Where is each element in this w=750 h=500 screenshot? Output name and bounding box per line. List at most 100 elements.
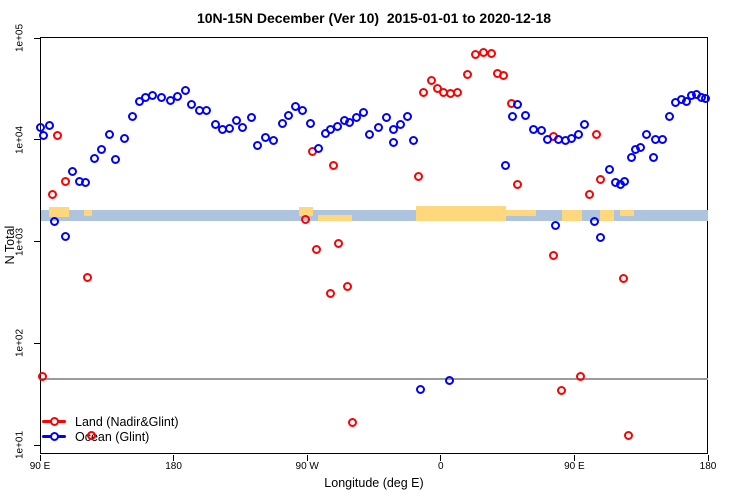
legend-circle-icon	[49, 417, 59, 426]
map-strip-land-segment	[599, 210, 614, 221]
data-point-land	[427, 75, 437, 85]
data-point-ocean	[202, 106, 212, 116]
x-tick-label: 90 E	[29, 461, 51, 472]
y-tick	[34, 241, 40, 243]
x-tick	[173, 455, 175, 461]
x-axis-title: Longitude (deg E)	[324, 476, 424, 490]
data-point-ocean	[277, 119, 287, 129]
data-point-land	[347, 418, 357, 428]
data-point-ocean	[148, 91, 158, 101]
map-strip-land-segment	[506, 210, 536, 216]
y-tick	[34, 139, 40, 141]
data-point-ocean	[238, 123, 248, 133]
map-strip-ocean	[41, 210, 708, 221]
chart-title: 10N-15N December (Ver 10) 2015-01-01 to …	[196, 10, 552, 26]
data-point-ocean	[389, 124, 399, 134]
data-point-ocean	[44, 120, 54, 130]
y-tick	[34, 37, 40, 39]
data-point-ocean	[50, 216, 60, 226]
y-tick	[34, 342, 40, 344]
data-point-ocean	[224, 123, 234, 133]
data-point-ocean	[402, 111, 412, 121]
data-point-land	[419, 87, 429, 97]
data-point-ocean	[579, 120, 589, 130]
data-point-ocean	[180, 86, 190, 96]
x-tick-label: 0	[438, 461, 444, 472]
data-point-ocean	[365, 130, 375, 140]
data-point-land	[47, 189, 57, 199]
data-point-ocean	[681, 97, 691, 107]
data-point-ocean	[444, 376, 454, 386]
x-tick	[39, 455, 41, 461]
data-point-ocean	[636, 142, 646, 152]
data-point-land	[499, 71, 509, 81]
y-tick-label: 1e+04	[14, 125, 26, 155]
reference-line	[41, 377, 708, 380]
data-point-land	[38, 371, 48, 381]
data-point-land	[596, 174, 606, 184]
data-point-ocean	[80, 178, 90, 188]
plot-area	[40, 37, 708, 454]
x-tick	[707, 455, 709, 461]
map-strip-land-segment	[48, 207, 69, 217]
data-point-ocean	[605, 165, 615, 175]
data-point-ocean	[134, 97, 144, 107]
map-strip-land-segment	[299, 207, 314, 216]
data-point-ocean	[247, 112, 257, 122]
data-point-ocean	[596, 232, 606, 242]
data-point-ocean	[396, 120, 406, 130]
data-point-land	[487, 49, 497, 59]
legend-label: Land (Nadir&Glint)	[75, 414, 179, 429]
data-point-ocean	[38, 130, 48, 140]
data-point-land	[329, 161, 339, 171]
y-tick-label: 1e+02	[14, 329, 26, 358]
data-point-ocean	[664, 111, 674, 121]
data-point-ocean	[105, 130, 115, 140]
data-point-ocean	[297, 106, 307, 116]
legend-symbol	[42, 432, 66, 441]
data-point-ocean	[408, 135, 418, 145]
y-tick	[34, 444, 40, 446]
data-point-land	[549, 251, 559, 261]
map-strip-land-segment	[561, 210, 582, 221]
data-point-ocean	[172, 92, 182, 102]
data-point-ocean	[97, 145, 107, 155]
data-point-land	[619, 273, 629, 283]
map-strip-land-segment	[317, 215, 352, 221]
data-point-ocean	[268, 136, 278, 146]
data-point-ocean	[627, 152, 637, 162]
x-tick-label: 180	[699, 461, 717, 472]
legend-circle-icon	[49, 432, 59, 441]
data-point-ocean	[157, 92, 167, 102]
x-tick	[306, 455, 308, 461]
y-tick-label: 1e+05	[14, 24, 26, 53]
data-point-land	[576, 371, 586, 381]
data-point-ocean	[305, 118, 315, 128]
data-point-ocean	[642, 130, 652, 140]
data-point-land	[53, 130, 63, 140]
data-point-land	[557, 386, 567, 396]
map-strip-land-segment	[619, 210, 634, 216]
y-tick-label: 1e+01	[14, 430, 26, 460]
data-point-land	[471, 50, 481, 60]
data-point-ocean	[521, 111, 531, 121]
data-point-land	[513, 180, 523, 190]
data-point-land	[83, 273, 93, 283]
data-point-ocean	[232, 115, 242, 125]
x-tick-label: 90 W	[295, 461, 319, 472]
data-point-ocean	[67, 166, 77, 176]
data-point-land	[87, 431, 97, 441]
data-point-ocean	[513, 100, 523, 110]
data-point-ocean	[536, 126, 546, 136]
data-point-ocean	[260, 133, 270, 143]
data-point-ocean	[128, 111, 138, 121]
y-tick-label: 1e+03	[14, 227, 26, 256]
legend-item: Land (Nadir&Glint)	[42, 414, 179, 429]
data-point-land	[592, 130, 602, 140]
data-point-land	[60, 176, 70, 186]
data-point-ocean	[416, 384, 426, 394]
data-point-ocean	[210, 119, 220, 129]
data-point-ocean	[551, 220, 561, 230]
data-point-ocean	[345, 117, 355, 127]
data-point-ocean	[111, 154, 121, 164]
